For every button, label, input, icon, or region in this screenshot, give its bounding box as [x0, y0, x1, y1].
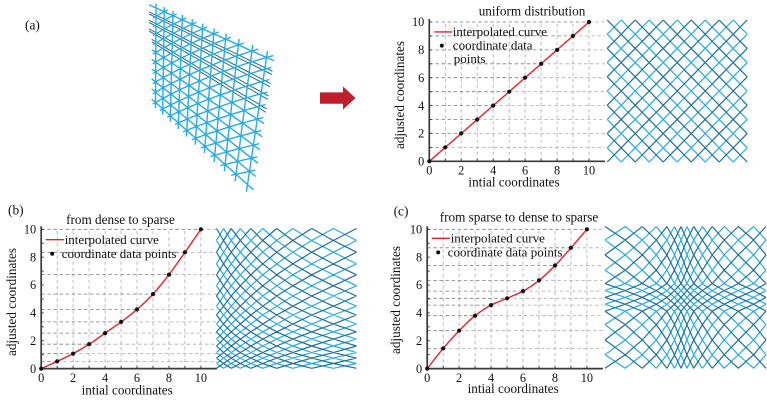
svg-text:10: 10 [24, 223, 36, 237]
svg-text:8: 8 [166, 371, 172, 385]
svg-text:coordinate data: coordinate data [453, 38, 533, 53]
svg-text:8: 8 [30, 250, 36, 264]
svg-text:(c): (c) [394, 204, 409, 219]
svg-text:(b): (b) [8, 202, 24, 217]
svg-text:6: 6 [416, 278, 422, 292]
svg-text:0: 0 [418, 155, 424, 169]
svg-text:uniform distribution: uniform distribution [479, 3, 586, 18]
svg-text:8: 8 [554, 164, 560, 178]
svg-text:adjusted coordinates: adjusted coordinates [388, 246, 403, 354]
svg-text:10: 10 [195, 371, 207, 385]
svg-text:interpolated curve: interpolated curve [453, 24, 547, 39]
svg-text:points: points [454, 51, 486, 66]
svg-text:8: 8 [552, 371, 558, 385]
svg-text:10: 10 [410, 223, 422, 237]
svg-text:intial coordinates: intial coordinates [468, 381, 559, 396]
svg-text:2: 2 [418, 127, 424, 141]
svg-text:6: 6 [134, 371, 140, 385]
svg-text:6: 6 [418, 71, 424, 85]
svg-text:0: 0 [38, 371, 44, 385]
svg-text:intial coordinates: intial coordinates [468, 175, 559, 190]
svg-text:adjusted coordinates: adjusted coordinates [392, 41, 407, 149]
svg-text:intial coordinates: intial coordinates [82, 383, 173, 398]
svg-text:2: 2 [456, 371, 462, 385]
svg-text:4: 4 [490, 164, 496, 178]
svg-text:6: 6 [520, 371, 526, 385]
svg-text:2: 2 [30, 334, 36, 348]
svg-text:from dense to sparse: from dense to sparse [66, 212, 175, 227]
svg-text:4: 4 [418, 99, 424, 113]
svg-text:0: 0 [426, 164, 432, 178]
svg-text:0: 0 [30, 362, 36, 376]
svg-text:2: 2 [458, 164, 464, 178]
svg-text:coordinate data points: coordinate data points [62, 246, 177, 261]
svg-text:interpolated curve: interpolated curve [451, 230, 545, 245]
svg-text:interpolated curve: interpolated curve [65, 232, 159, 247]
svg-text:coordinate data points: coordinate data points [448, 245, 563, 260]
svg-text:4: 4 [30, 306, 36, 320]
svg-text:from sparse to dense to sparse: from sparse to dense to sparse [440, 210, 599, 225]
svg-text:8: 8 [418, 43, 424, 57]
svg-text:4: 4 [416, 306, 422, 320]
svg-text:adjusted coordinates: adjusted coordinates [4, 248, 19, 356]
svg-text:6: 6 [522, 164, 528, 178]
svg-text:8: 8 [416, 250, 422, 264]
svg-text:4: 4 [102, 371, 108, 385]
svg-text:10: 10 [581, 371, 593, 385]
svg-text:0: 0 [424, 371, 430, 385]
svg-text:4: 4 [488, 371, 494, 385]
svg-text:2: 2 [416, 334, 422, 348]
svg-text:10: 10 [412, 15, 424, 29]
svg-text:2: 2 [70, 371, 76, 385]
svg-text:(a): (a) [25, 18, 40, 33]
svg-text:10: 10 [583, 164, 595, 178]
svg-text:0: 0 [416, 362, 422, 376]
svg-text:6: 6 [30, 278, 36, 292]
